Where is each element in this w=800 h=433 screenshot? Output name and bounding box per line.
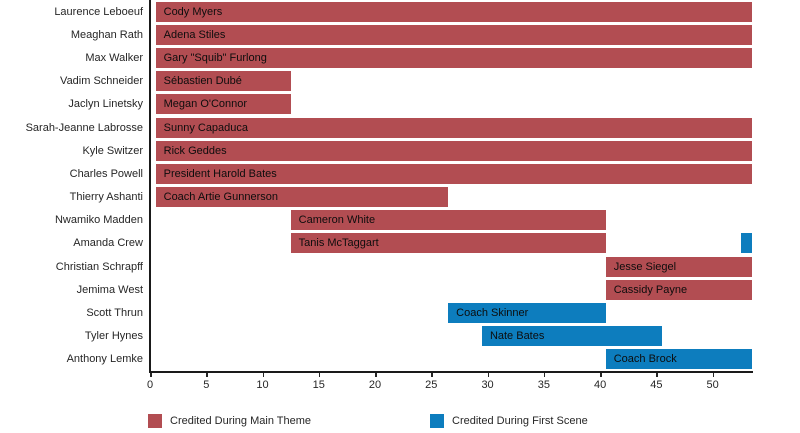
bar-label: Jesse Siegel xyxy=(613,260,677,273)
bar-segment-main_theme: President Harold Bates xyxy=(155,163,752,184)
x-tick-mark xyxy=(600,373,602,377)
x-tick-mark xyxy=(150,373,152,377)
bar-label: Tanis McTaggart xyxy=(298,237,379,250)
bar-label: Megan O'Connor xyxy=(163,98,248,111)
bar-segment-main_theme: Jesse Siegel xyxy=(605,256,752,277)
y-axis-label: Max Walker xyxy=(85,51,143,64)
x-tick-mark xyxy=(656,373,658,377)
legend-label-first-scene: Credited During First Scene xyxy=(452,415,588,427)
x-tick-label: 5 xyxy=(203,379,210,391)
x-tick-mark xyxy=(543,373,546,377)
y-axis-label: Thierry Ashanti xyxy=(69,191,143,204)
bar-segment-main_theme: Cameron White xyxy=(290,210,606,231)
bar-segment-main_theme: Sunny Capaduca xyxy=(155,117,752,138)
bar-label: Rick Geddes xyxy=(163,144,227,157)
bar-segment-main_theme: Rick Geddes xyxy=(155,140,752,161)
y-axis-label: Amanda Crew xyxy=(73,237,143,250)
y-axis-label: Jemima West xyxy=(76,283,143,296)
x-tick-label: 10 xyxy=(256,379,269,391)
y-axis-label: Anthony Lemke xyxy=(66,353,143,366)
y-axis-label: Jaclyn Linetsky xyxy=(68,98,143,111)
bar-label: Sunny Capaduca xyxy=(163,121,249,134)
x-tick-label: 0 xyxy=(146,379,154,391)
bar-label: Gary "Squib" Furlong xyxy=(163,51,267,64)
bar-label: Cody Myers xyxy=(163,5,223,18)
y-axis-label: Kyle Switzer xyxy=(82,144,143,157)
legend-item-main-theme: Credited During Main Theme xyxy=(148,411,311,431)
bar-segment-main_theme: Coach Artie Gunnerson xyxy=(155,187,449,208)
bar-segment-main_theme: Adena Stiles xyxy=(155,24,752,45)
y-axis-label: Nwamiko Madden xyxy=(54,214,143,227)
bar-label: Adena Stiles xyxy=(163,28,226,41)
bar-label: President Harold Bates xyxy=(163,167,277,180)
x-tick-label: 25 xyxy=(425,379,438,391)
bar-label: Coach Artie Gunnerson xyxy=(163,191,278,204)
x-tick-label: 40 xyxy=(593,379,607,391)
y-axis-label: Tyler Hynes xyxy=(84,330,143,343)
x-tick-label: 45 xyxy=(650,379,663,391)
x-tick-mark xyxy=(318,373,321,377)
bar-segment-first_scene: Coach Skinner xyxy=(448,303,606,324)
bar-label: Sébastien Dubé xyxy=(163,75,242,88)
bar-label: Cameron White xyxy=(298,214,376,227)
x-tick-label: 35 xyxy=(537,379,550,391)
legend: Credited During Main Theme Credited Duri… xyxy=(0,411,800,431)
x-tick-mark xyxy=(431,373,433,377)
x-tick-label: 15 xyxy=(312,379,325,391)
x-tick-mark xyxy=(262,373,265,377)
bar-label: Coach Skinner xyxy=(456,307,529,320)
bar-segment-main_theme: Gary "Squib" Furlong xyxy=(155,47,752,68)
bar-label: Nate Bates xyxy=(489,330,545,343)
x-tick-mark xyxy=(487,373,490,377)
legend-swatch-first-scene xyxy=(430,414,444,428)
x-tick-mark xyxy=(712,373,715,377)
bar-segment-main_theme: Sébastien Dubé xyxy=(155,71,291,92)
x-tick-label: 20 xyxy=(368,379,382,391)
x-axis-line xyxy=(149,371,753,373)
y-axis-label: Christian Schrapff xyxy=(55,260,143,273)
bar-segment-main_theme: Tanis McTaggart xyxy=(290,233,606,254)
y-axis-label: Sarah-Jeanne Labrosse xyxy=(25,121,143,134)
legend-item-first-scene: Credited During First Scene xyxy=(430,411,588,431)
x-tick-label: 30 xyxy=(481,379,494,391)
bar-segment-main_theme: Megan O'Connor xyxy=(155,94,291,115)
bar-label: Cassidy Payne xyxy=(613,283,688,296)
legend-label-main-theme: Credited During Main Theme xyxy=(170,415,312,427)
y-axis-label: Laurence Leboeuf xyxy=(54,5,143,18)
bar-segment-first_scene xyxy=(740,233,752,254)
y-axis-label: Meaghan Rath xyxy=(70,28,143,41)
y-axis-label: Charles Powell xyxy=(69,167,143,180)
bar-segment-first_scene: Coach Brock xyxy=(605,349,752,370)
x-tick-label: 50 xyxy=(706,379,719,391)
legend-swatch-main-theme xyxy=(148,414,162,428)
y-axis-line xyxy=(149,0,151,373)
bar-segment-main_theme: Cassidy Payne xyxy=(605,279,752,300)
bar-segment-first_scene: Nate Bates xyxy=(481,326,662,347)
bar-segment-main_theme: Cody Myers xyxy=(155,1,752,22)
x-tick-mark xyxy=(206,373,208,377)
y-axis-label: Vadim Schneider xyxy=(60,75,143,88)
bar-label: Coach Brock xyxy=(613,353,677,366)
y-axis-label: Scott Thrun xyxy=(86,307,143,320)
x-tick-mark xyxy=(375,373,377,377)
